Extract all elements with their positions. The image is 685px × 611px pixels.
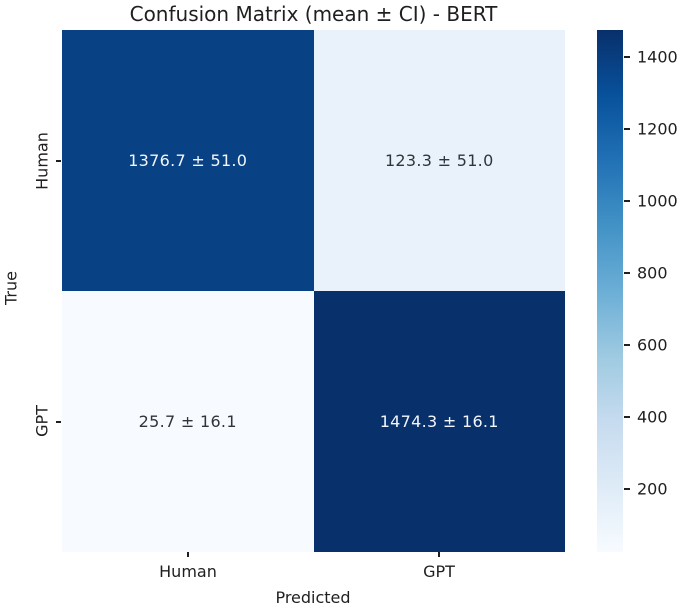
y-axis-label: True <box>1 271 21 305</box>
cell-value: 1474.3 ± 16.1 <box>379 412 499 431</box>
y-tick-label-gpt: GPT <box>32 405 52 437</box>
chart-title: Confusion Matrix (mean ± CI) - BERT <box>129 2 498 26</box>
cell-value: 25.7 ± 16.1 <box>138 412 237 431</box>
colorbar-tick-mark <box>624 344 630 347</box>
colorbar-tick-label: 1200 <box>637 119 678 139</box>
x-axis-label: Predicted <box>275 588 351 607</box>
colorbar-tick-label: 1400 <box>637 47 678 67</box>
y-tick-mark <box>56 160 61 162</box>
colorbar-tick-mark <box>624 416 630 419</box>
x-tick-label-gpt: GPT <box>423 562 455 581</box>
colorbar-tick-mark <box>624 488 630 491</box>
y-tick-mark <box>56 421 61 423</box>
heatmap: 1376.7 ± 51.0 123.3 ± 51.0 25.7 ± 16.1 1… <box>62 30 565 552</box>
cell-value: 1376.7 ± 51.0 <box>128 151 248 170</box>
colorbar <box>597 30 623 552</box>
heatmap-cell-human-gpt: 123.3 ± 51.0 <box>313 30 565 291</box>
heatmap-cell-gpt-human: 25.7 ± 16.1 <box>62 291 314 552</box>
colorbar-tick-mark <box>624 127 630 130</box>
colorbar-tick-mark <box>624 199 630 202</box>
x-tick-label-human: Human <box>159 562 217 581</box>
colorbar-tick-label: 400 <box>637 407 668 427</box>
y-tick-label-human: Human <box>32 132 52 190</box>
heatmap-cell-human-human: 1376.7 ± 51.0 <box>62 30 314 291</box>
colorbar-tick-mark <box>624 55 630 58</box>
x-tick-mark <box>438 552 440 557</box>
heatmap-cell-gpt-gpt: 1474.3 ± 16.1 <box>313 291 565 552</box>
colorbar-tick-mark <box>624 271 630 274</box>
cell-value: 123.3 ± 51.0 <box>384 151 494 170</box>
colorbar-tick-label: 1000 <box>637 191 678 211</box>
colorbar-tick-label: 200 <box>637 479 668 499</box>
colorbar-tick-label: 600 <box>637 335 668 355</box>
x-tick-mark <box>187 552 189 557</box>
colorbar-tick-label: 800 <box>637 263 668 283</box>
